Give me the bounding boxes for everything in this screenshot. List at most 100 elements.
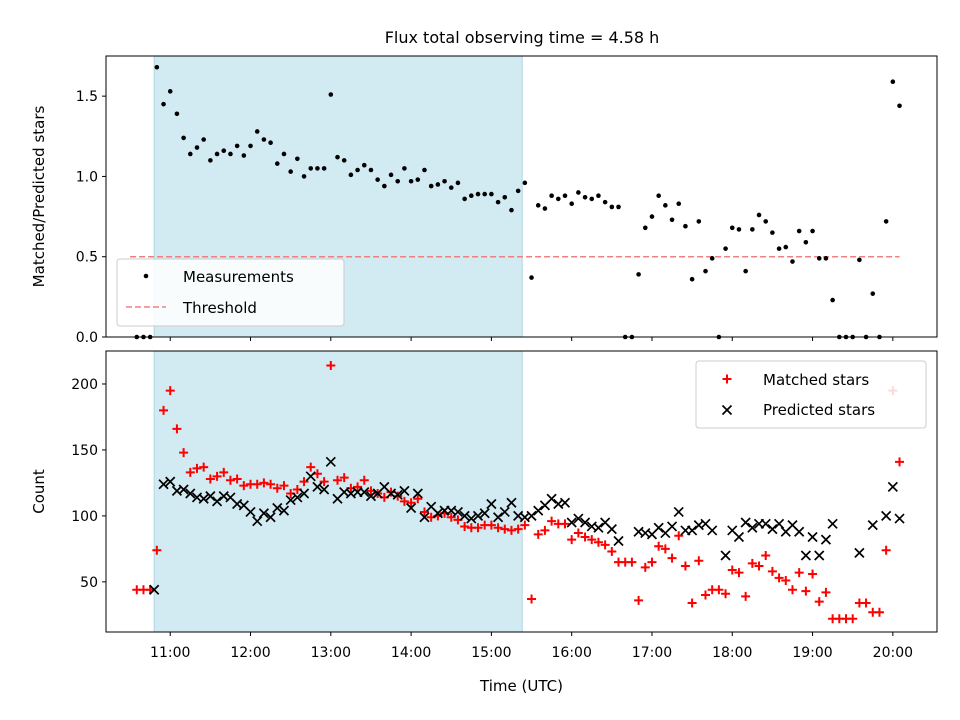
- predicted-star-point: [559, 497, 571, 508]
- measurement-point: [770, 230, 775, 235]
- matched-star-point: [794, 568, 804, 578]
- matched-star-point: [687, 598, 697, 608]
- measurement-point: [776, 246, 782, 251]
- measurement-point: [248, 143, 253, 149]
- matched-star-point: [694, 556, 704, 566]
- measurement-point: [375, 177, 380, 182]
- matched-star-point: [607, 547, 617, 557]
- measurement-point: [669, 217, 675, 223]
- predicted-star-point: [312, 481, 323, 492]
- predicted-star-point: [472, 510, 484, 522]
- measurement-point: [663, 203, 668, 208]
- measurement-point: [763, 219, 769, 224]
- predicted-star-point: [486, 498, 497, 510]
- matched-star-point: [406, 498, 416, 508]
- matched-star-point: [660, 544, 670, 554]
- measurement-point: [823, 256, 829, 261]
- matched-star-point: [747, 558, 757, 568]
- matched-star-point: [754, 561, 764, 571]
- predicted-star-point: [800, 550, 811, 561]
- measurement-point: [750, 227, 755, 232]
- top-panel: 0.0 0.5 1.0 1.5 Matched/Predicted stars Measu…: [30, 55, 938, 346]
- legend-label: Predicted stars: [763, 401, 875, 419]
- x-tick-label: 16:00: [552, 645, 592, 661]
- x-tick-label: 14:00: [391, 645, 431, 661]
- measurement-point: [783, 244, 789, 250]
- predicted-star-point: [278, 505, 290, 516]
- predicted-star-point: [881, 510, 892, 522]
- measurement-point: [261, 137, 267, 142]
- predicted-star-point: [149, 584, 160, 595]
- predicted-star-point: [245, 506, 256, 518]
- measurement-point: [368, 167, 374, 173]
- measurement-point: [469, 193, 474, 198]
- x-tick-label: 15:00: [471, 645, 511, 661]
- measurement-point: [723, 246, 728, 251]
- measurement-point: [241, 153, 247, 158]
- measurement-point: [562, 193, 568, 198]
- matched-star-point: [881, 545, 891, 555]
- matched-star-point: [674, 531, 684, 541]
- measurement-point: [857, 257, 862, 263]
- measurement-point: [188, 151, 193, 157]
- series-predicted-stars: [149, 456, 905, 595]
- predicted-star-point: [740, 517, 751, 528]
- legend: Measurements Threshold: [116, 258, 345, 327]
- measurement-point: [402, 166, 407, 171]
- matched-star-point: [654, 541, 664, 551]
- measurement-point: [890, 79, 896, 84]
- measurement-point: [515, 188, 521, 194]
- measurement-point: [228, 151, 233, 157]
- measurement-point: [830, 297, 835, 303]
- measurement-point: [703, 268, 708, 274]
- matched-star-point: [667, 553, 677, 563]
- legend-matched-marker: [722, 374, 732, 384]
- matched-star-point: [587, 535, 597, 545]
- predicted-star-point: [392, 489, 403, 500]
- predicted-star-point: [325, 456, 336, 467]
- measurement-point: [555, 196, 561, 202]
- measurement-point: [756, 212, 762, 218]
- x-tick-label: 11:00: [150, 645, 190, 661]
- measurement-point: [415, 177, 421, 182]
- predicted-star-point: [479, 508, 490, 519]
- predicted-star-point: [466, 513, 477, 524]
- matched-star-point: [199, 462, 209, 472]
- matched-star-point: [520, 520, 530, 530]
- predicted-star-point: [205, 491, 216, 502]
- matched-star-point: [165, 386, 175, 396]
- matched-star-point: [627, 557, 637, 567]
- matched-star-point: [473, 523, 483, 533]
- legend-label: Measurements: [183, 268, 294, 286]
- measurement-point: [348, 172, 354, 178]
- measurement-point: [689, 276, 695, 282]
- measurement-point: [335, 154, 340, 160]
- matched-star-point: [580, 532, 590, 542]
- predicted-star-point: [720, 550, 731, 561]
- measurement-point: [736, 227, 742, 232]
- matched-star-point: [533, 529, 543, 539]
- matched-star-point: [500, 524, 510, 534]
- matched-star-point: [787, 585, 797, 595]
- measurement-point: [181, 135, 186, 141]
- predicted-star-point: [452, 506, 464, 518]
- x-axis-label: Time (UTC): [479, 677, 563, 695]
- measurement-point: [201, 137, 206, 142]
- measurement-point: [696, 219, 702, 224]
- predicted-star-point: [673, 506, 684, 518]
- measurement-point: [535, 203, 541, 208]
- predicted-star-point: [365, 491, 377, 502]
- y-tick-label: 150: [71, 443, 98, 459]
- y-tick-label: 50: [80, 575, 98, 591]
- measurement-point: [489, 191, 494, 197]
- measurement-point: [602, 199, 608, 205]
- measurement-point: [234, 143, 240, 149]
- series-matched-stars: [132, 361, 905, 624]
- measurement-point: [194, 145, 200, 150]
- measurement-point: [254, 129, 260, 134]
- y-tick-label: 0.5: [76, 250, 98, 266]
- measurement-point: [729, 225, 735, 231]
- measurement-point: [221, 148, 227, 154]
- measurement-point: [161, 101, 166, 107]
- predicted-star-point: [773, 518, 785, 529]
